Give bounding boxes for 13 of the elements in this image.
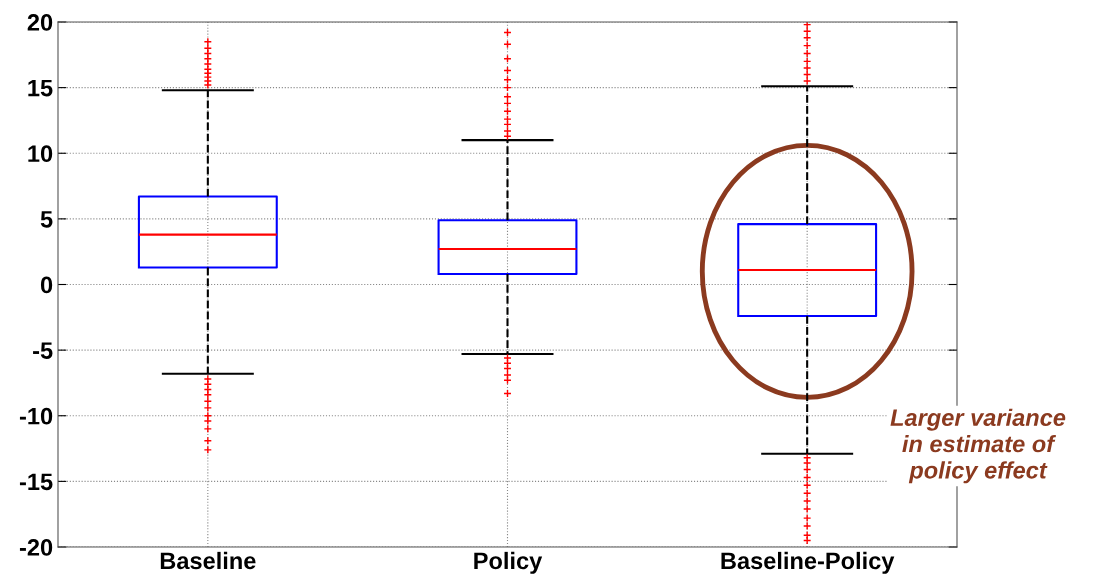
- annotation: Larger variance in estimate of policy effect: [890, 408, 1066, 484]
- y-tick-label: 15: [28, 79, 53, 97]
- y-tick-label: 0: [40, 276, 53, 294]
- y-tick-label: 10: [28, 145, 53, 163]
- x-tick-label: Baseline: [160, 551, 256, 570]
- y-tick-label: -15: [19, 473, 53, 491]
- y-tick-label: -10: [19, 407, 53, 425]
- y-tick-label: 5: [40, 211, 53, 228]
- y-tick-label: -20: [19, 539, 53, 556]
- y-tick-label: -5: [33, 342, 53, 359]
- x-tick-label: Policy: [474, 551, 543, 574]
- y-tick-label: 20: [27, 14, 53, 31]
- x-tick-label: Baseline-Policy: [721, 551, 895, 574]
